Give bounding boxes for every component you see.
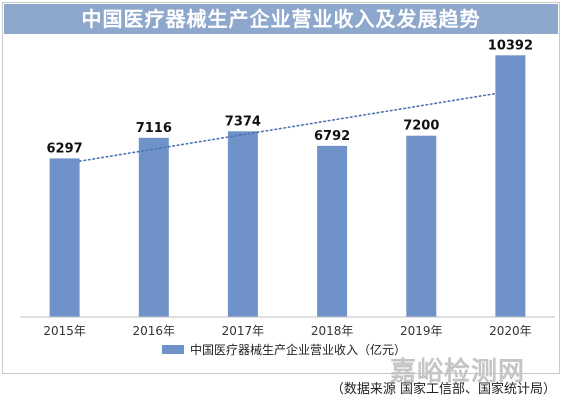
bar-2015年 [49,158,80,317]
data-label-2017年: 7374 [225,114,261,129]
x-tick-2017年: 2017年 [222,324,265,338]
data-label-2015年: 6297 [47,141,83,156]
bar-2017年 [227,131,258,317]
title-band: 中国医疗器械生产企业营业收入及发展趋势 [4,4,558,34]
data-labels-group: 6297 7116 7374 6792 7200 10392 [47,38,534,156]
legend: 中国医疗器械生产企业营业收入（亿元） [162,342,406,357]
x-tick-2018年: 2018年 [311,324,354,338]
bar-2016年 [138,137,169,317]
bar-2019年 [406,135,437,317]
x-tick-2019年: 2019年 [400,324,443,338]
bar-2020年 [495,55,526,318]
bar-2018年 [317,145,348,317]
x-tick-labels-group: 2015年 2016年 2017年 2018年 2019年 2020年 [43,324,531,338]
data-label-2020年: 10392 [488,38,533,53]
x-tick-2020年: 2020年 [489,324,532,338]
chart-frame [2,2,560,374]
source-note: （数据来源 国家工信部、国家统计局） [330,382,556,397]
legend-swatch [162,345,184,354]
trendline [78,92,497,162]
data-label-2019年: 7200 [403,119,439,134]
x-tick-2016年: 2016年 [133,324,176,338]
x-tick-2015年: 2015年 [43,324,86,338]
data-label-2016年: 7116 [136,121,172,136]
data-label-2018年: 6792 [314,129,350,144]
bars-group [49,55,526,318]
chart-title: 中国医疗器械生产企业营业收入及发展趋势 [81,7,481,31]
trendline-group [78,92,497,162]
legend-label: 中国医疗器械生产企业营业收入（亿元） [190,342,406,357]
